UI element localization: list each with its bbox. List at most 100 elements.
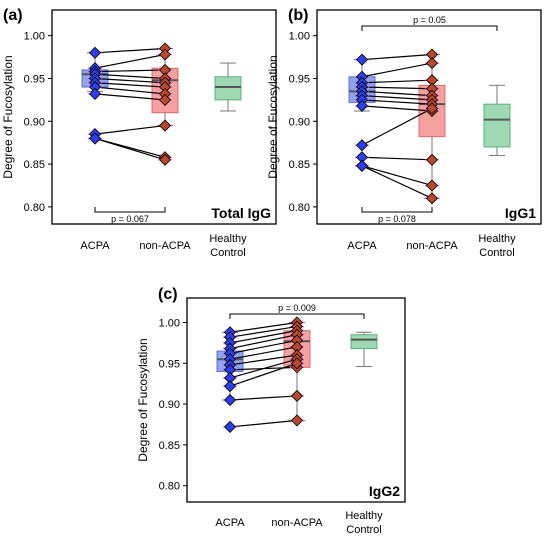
- box: [214, 76, 242, 101]
- pair-line: [361, 95, 433, 101]
- plot-frame: [51, 9, 277, 225]
- nonacpa-point: [425, 179, 439, 192]
- nonacpa-point: [425, 192, 439, 205]
- acpa-point: [88, 87, 102, 100]
- acpa-point: [88, 46, 102, 59]
- pair-line: [94, 82, 166, 88]
- p-value-label: p = 0.009: [278, 303, 316, 313]
- pair-line: [361, 86, 433, 90]
- panel-b: 0.80 0.85 0.90 0.95 1.00 Degree of Fucosylati…: [266, 7, 542, 259]
- nonacpa-point: [425, 153, 439, 166]
- pair-line: [361, 53, 433, 61]
- acpa-point: [355, 53, 369, 66]
- plot-frame: [186, 297, 406, 503]
- nonacpa-point: [158, 119, 172, 132]
- pair-line: [94, 77, 166, 84]
- x-category-label: ACPA: [215, 517, 245, 529]
- panel-label: (a): [3, 7, 23, 24]
- pair-line: [361, 165, 433, 199]
- x-category-label: ACPA: [80, 240, 110, 252]
- x-category-label: Healthy: [478, 233, 516, 245]
- pair-line: [361, 107, 433, 146]
- panel-caption: IgG2: [369, 483, 400, 499]
- y-tick-label: 0.80: [159, 481, 180, 493]
- y-tick-label: 1.00: [159, 317, 180, 329]
- pair-line: [229, 358, 298, 379]
- p-value-label: p = 0.078: [378, 214, 416, 224]
- pair-line: [94, 93, 166, 101]
- y-tick-label: 1.00: [289, 31, 310, 43]
- panel-label: (c): [158, 286, 178, 303]
- panel-caption: Total IgG: [211, 205, 271, 221]
- pair-line: [361, 90, 433, 97]
- pair-line: [361, 165, 433, 187]
- nonacpa-point: [158, 153, 172, 166]
- panel-caption: IgG1: [505, 205, 536, 221]
- pair-line: [229, 419, 298, 428]
- box: [483, 103, 511, 148]
- nonacpa-point: [425, 102, 439, 115]
- x-category-label: Control: [479, 247, 514, 259]
- acpa-point: [355, 139, 369, 152]
- acpa-point: [355, 159, 369, 172]
- panel-a: 0.80 0.85 0.90 0.95 1.00 Degree of Fucosylati…: [1, 7, 277, 259]
- y-tick-label: 0.90: [159, 399, 180, 411]
- nonacpa-point: [290, 414, 304, 427]
- pair-line: [361, 105, 433, 112]
- nonacpa-point: [425, 57, 439, 70]
- y-tick-label: 0.85: [289, 159, 310, 171]
- y-axis-label: Degree of Fucosylation: [266, 55, 280, 178]
- y-tick-label: 0.95: [289, 73, 310, 85]
- pair-line: [361, 99, 433, 105]
- y-tick-label: 0.90: [289, 116, 310, 128]
- pair-line: [229, 346, 298, 360]
- acpa-point: [223, 393, 237, 407]
- pair-line: [229, 321, 298, 333]
- pair-line: [94, 53, 166, 69]
- nonacpa-point: [158, 48, 172, 61]
- x-category-label: non-ACPA: [139, 240, 191, 252]
- pair-line: [229, 325, 298, 338]
- panel-c: 0.80 0.85 0.90 0.95 1.00 Degree of Fucosylati…: [136, 286, 406, 536]
- pair-line: [94, 73, 166, 80]
- y-tick-label: 1.00: [24, 31, 45, 43]
- y-axis-label: Degree of Fucosylation: [1, 55, 15, 178]
- x-category-label: Healthy: [345, 510, 383, 522]
- plot-frame: [316, 9, 542, 225]
- box: [350, 334, 378, 350]
- x-category-label: Control: [210, 247, 245, 259]
- y-tick-label: 0.95: [159, 358, 180, 370]
- pair-line: [94, 47, 166, 54]
- pair-line: [229, 339, 298, 355]
- pair-line: [229, 330, 298, 344]
- pair-line: [229, 395, 298, 401]
- pair-line: [94, 137, 166, 161]
- p-value-label: p = 0.067: [111, 214, 149, 224]
- nonacpa-point: [290, 389, 304, 402]
- panel-label: (b): [288, 7, 308, 24]
- acpa-point: [355, 99, 369, 112]
- y-tick-label: 0.95: [24, 73, 45, 85]
- x-category-label: ACPA: [347, 240, 377, 252]
- x-category-label: non-ACPA: [406, 240, 458, 252]
- pair-line: [94, 124, 166, 135]
- pair-line: [94, 86, 166, 95]
- pair-line: [361, 156, 433, 161]
- y-tick-label: 0.80: [289, 202, 310, 214]
- pair-line: [94, 69, 166, 73]
- acpa-point: [223, 420, 237, 433]
- significance-bracket: [361, 207, 433, 213]
- x-category-label: non-ACPA: [271, 517, 323, 529]
- pair-line: [361, 62, 433, 78]
- nonacpa-point: [290, 357, 304, 370]
- pair-line: [229, 354, 298, 366]
- x-category-label: Healthy: [209, 233, 247, 245]
- y-tick-label: 0.80: [24, 202, 45, 214]
- pair-line: [229, 362, 298, 387]
- significance-bracket: [229, 313, 365, 319]
- x-category-label: Control: [346, 524, 381, 536]
- y-tick-label: 0.85: [24, 159, 45, 171]
- y-axis-label: Degree of Fucosylation: [136, 338, 150, 461]
- p-value-label: p = 0.05: [413, 15, 446, 25]
